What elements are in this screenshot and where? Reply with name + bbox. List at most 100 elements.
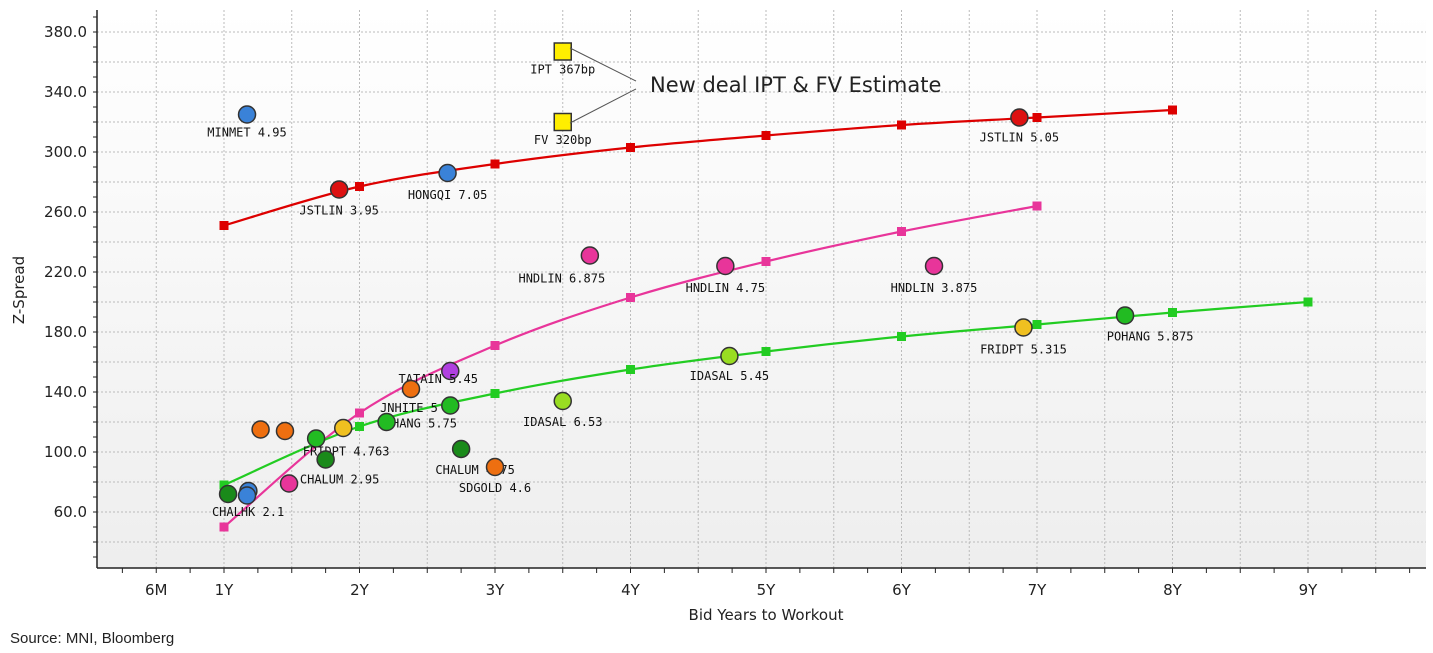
annotation-arrow-ipt: [569, 47, 637, 82]
bond-label: JSTLIN 3.95: [299, 204, 378, 218]
bond-label: HONGQI 7.05: [408, 188, 487, 202]
y-tick-label: 380.0: [44, 23, 87, 41]
bond-point: [580, 246, 600, 265]
red-curve-marker: [219, 221, 229, 230]
bond-label: POHANG 5.875: [1107, 330, 1194, 344]
pink-curve-marker: [355, 408, 364, 418]
new-deal-marker: [553, 112, 572, 132]
x-tick-label: 8Y: [1163, 581, 1183, 599]
axes: [93, 10, 1426, 573]
pink-curve-marker: [1032, 201, 1042, 211]
bond-label: TATAIN 5.45: [399, 372, 478, 386]
bond-label: IDASAL 5.45: [690, 369, 769, 383]
plot-background: [97, 10, 1426, 568]
bond-label: FRIDPT 5.315: [980, 343, 1067, 357]
green-curve-marker: [761, 347, 771, 356]
x-tick-label: 2Y: [350, 581, 370, 599]
chart: 60.0 100.0 140.0 180.0 220.0 260.0 300.0 340.0 3…: [10, 10, 1426, 624]
red-curve-marker: [1032, 113, 1042, 122]
x-axis-label: Bid Years to Workout: [689, 606, 844, 624]
annotation-arrow-fv: [569, 88, 637, 124]
red-curve-marker: [761, 131, 771, 140]
y-tick-labels: 60.0 100.0 140.0 180.0 220.0 260.0 300.0 340.0 3…: [44, 23, 87, 521]
annotation-text: New deal IPT & FV Estimate: [650, 73, 941, 97]
y-tick-label: 140.0: [44, 383, 87, 401]
x-tick-label: 4Y: [621, 581, 641, 599]
bond-point: [1014, 318, 1033, 337]
bond-label: CHALHK 2.1: [212, 505, 284, 519]
green-curve-marker: [1032, 320, 1042, 329]
bond-label: IDASAL 6.53: [523, 415, 602, 429]
bond-point: [237, 105, 257, 124]
bond-point: [275, 421, 295, 441]
red-curve-marker: [1168, 105, 1177, 115]
x-tick-label: 6M: [145, 581, 168, 599]
bond-point: [306, 429, 326, 448]
green-curve-marker: [1303, 297, 1313, 307]
bond-point: [279, 474, 299, 493]
new-deal-label: IPT 367bp: [530, 63, 595, 77]
bond-point: [441, 396, 460, 415]
y-tick-label: 300.0: [44, 143, 87, 161]
new-deal-markers: IPT 367bp FV 320bp: [530, 42, 595, 147]
source-note: Source: MNI, Bloomberg: [10, 630, 175, 647]
bond-point: [924, 256, 944, 276]
x-tick-label: 6Y: [892, 581, 912, 599]
grid: [97, 10, 1426, 568]
bond-label: POHANG 5.75: [378, 417, 457, 431]
bond-label: FRIDPT 4.763: [303, 445, 390, 459]
green-curve-marker: [897, 332, 906, 341]
bond-point: [316, 450, 335, 469]
bond-label: JNHITE 5: [380, 401, 438, 415]
y-tick-label: 340.0: [44, 83, 87, 101]
y-tick-label: 60.0: [54, 503, 87, 521]
bond-point: [218, 484, 238, 504]
bond-label: CHALUM 2.95: [300, 473, 379, 487]
bond-point: [720, 346, 739, 366]
y-axis-label: Z-Spread: [10, 256, 28, 324]
new-deal-label: FV 320bp: [534, 133, 592, 147]
x-tick-labels: 6M 1Y 2Y 3Y 4Y 5Y 6Y 7Y 8Y 9Y: [145, 581, 1318, 599]
pink-curve-marker: [490, 341, 500, 350]
new-deal-marker: [553, 42, 572, 61]
bond-label: HNDLIN 6.875: [518, 272, 605, 286]
bond-point: [377, 412, 396, 432]
pink-curve-marker: [761, 257, 771, 266]
bond-point: [441, 361, 460, 381]
y-tick-label: 220.0: [44, 263, 87, 281]
y-tick-label: 100.0: [44, 443, 87, 461]
red-curve-marker: [490, 159, 500, 169]
bond-point: [333, 418, 353, 438]
x-tick-label: 3Y: [486, 581, 506, 599]
y-tick-label: 180.0: [44, 323, 87, 341]
bond-point: [251, 420, 270, 439]
bond-point: [1010, 108, 1029, 127]
green-curve-marker: [1168, 308, 1177, 317]
red-curve-marker: [355, 182, 364, 191]
bond-point: [485, 457, 505, 477]
bond-label: MINMET 4.95: [207, 126, 286, 140]
data-points: MINMET 4.95 JSTLIN 3.95 HONGQI 7.05 JSTLIN …: [207, 105, 1194, 519]
y-tick-label: 260.0: [44, 203, 87, 221]
bond-label: HNDLIN 4.75: [686, 281, 765, 295]
red-curve-marker: [626, 143, 635, 152]
green-curve-marker: [626, 365, 635, 374]
bond-point: [716, 256, 735, 276]
bond-point: [451, 439, 471, 459]
red-curve-marker: [897, 120, 906, 130]
bond-point: [401, 379, 421, 399]
bond-point: [237, 486, 257, 505]
bond-point: [438, 163, 457, 183]
x-tick-label: 7Y: [1028, 581, 1048, 599]
bond-label: HNDLIN 3.875: [891, 281, 978, 295]
x-tick-label: 9Y: [1299, 581, 1319, 599]
bond-point: [1115, 306, 1135, 325]
green-curve-marker: [490, 389, 500, 398]
green-curve-marker: [219, 480, 229, 490]
x-tick-label: 1Y: [215, 581, 235, 599]
bond-label: SDGOLD 4.6: [459, 481, 531, 495]
pink-curve-marker: [626, 293, 635, 302]
x-tick-label: 5Y: [757, 581, 777, 599]
bond-point: [329, 180, 349, 199]
bond-label: JSTLIN 5.05: [980, 131, 1059, 145]
